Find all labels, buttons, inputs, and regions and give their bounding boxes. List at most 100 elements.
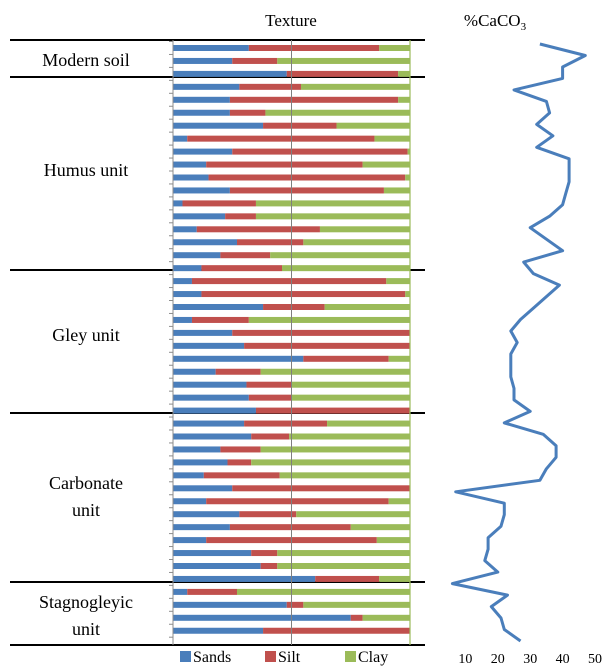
bar-clay [407,148,410,155]
bar-silt [196,226,320,233]
bar-sands [173,485,233,492]
bar-silt [232,485,410,492]
bar-silt [350,614,363,621]
bar-sands [173,252,221,259]
legend-label: Silt [278,649,301,666]
texture-chart: Texture Sands Silt Clay [169,11,411,666]
bar-sands [173,200,183,207]
bar-clay [379,575,410,582]
bar-silt [206,161,363,168]
bar-silt [206,498,389,505]
bar-sands [173,109,230,116]
caco3-tick-labels: 10 20 30 40 50 [458,652,602,667]
bar-sands [173,329,233,336]
bar-silt [236,239,304,246]
caco3-title: %CaCO3 [464,11,527,33]
caco3-series-line [450,42,587,643]
bar-silt [255,407,410,414]
unit-label: Carbonate [49,473,123,493]
bar-sands [173,213,226,220]
bar-clay [291,381,410,388]
bar-silt [232,57,278,64]
bar-clay [303,601,410,608]
bar-sands [173,122,264,129]
bar-clay [327,420,410,427]
bar-sands [173,407,256,414]
bar-sands [173,472,204,479]
unit-label: Stagnogleyic [39,592,133,612]
bar-clay [282,265,410,272]
bar-clay [279,472,410,479]
bar-silt [229,109,266,116]
bar-sands [173,96,230,103]
bar-sands [173,498,207,505]
bar-clay [291,394,410,401]
bar-silt [263,627,410,634]
bar-silt [187,135,375,142]
bar-clay [289,433,410,440]
bar-clay [270,252,410,259]
bar-sands [173,278,192,285]
bar-sands [173,316,192,323]
bar-silt [286,601,304,608]
bar-silt [251,433,290,440]
bar-sands [173,627,264,634]
bar-silt [191,316,249,323]
texture-legend: Sands Silt Clay [180,649,388,666]
bar-clay [260,368,410,375]
unit-label: unit [72,619,100,639]
bar-sands [173,588,188,595]
bar-sands [173,45,249,51]
bar-clay [398,70,410,77]
bar-sands [173,187,230,194]
bar-sands [173,601,287,608]
bar-sands [173,394,249,401]
bar-silt [303,355,389,362]
bar-silt [227,459,252,466]
bar-clay [277,550,410,557]
bar-sands [173,161,207,168]
bar-clay [350,524,410,531]
bar-silt [239,83,301,90]
bar-silt [182,200,256,207]
bar-silt [246,381,292,388]
bar-sands [173,575,316,582]
bar-silt [244,342,410,349]
bar-silt [191,278,387,285]
bar-silt [239,511,297,518]
caco3-tick-label: 10 [458,652,472,667]
texture-title: Texture [265,11,317,30]
legend-label: Sands [193,649,231,666]
caco3-tick-label: 40 [556,652,570,667]
bar-sands [173,433,252,440]
bar-sands [173,291,202,298]
bar-silt [244,420,328,427]
bar-clay [303,239,410,246]
bar-clay [265,109,410,116]
legend-swatch [265,651,276,662]
bar-sands [173,57,233,64]
bar-silt [201,291,406,298]
bar-sands [173,459,228,466]
bar-clay [255,200,410,207]
bar-clay [236,588,410,595]
bar-clay [374,135,410,142]
bar-sands [173,239,237,246]
bar-sands [173,304,264,310]
caco3-chart: %CaCO3 10 20 30 40 50 [450,11,602,667]
bar-silt [208,174,406,181]
bar-silt [315,575,380,582]
bar-silt [225,213,256,220]
bar-clay [386,278,410,285]
bar-sands [173,226,197,233]
bar-clay [362,614,410,621]
unit-label: Gley unit [52,325,120,345]
bar-sands [173,511,240,518]
bar-sands [173,537,207,544]
texture-axes [169,40,411,645]
bar-clay [277,57,410,64]
bar-silt [248,394,292,401]
bar-clay [248,316,410,323]
bar-clay [376,537,410,544]
bar-sands [173,265,202,272]
